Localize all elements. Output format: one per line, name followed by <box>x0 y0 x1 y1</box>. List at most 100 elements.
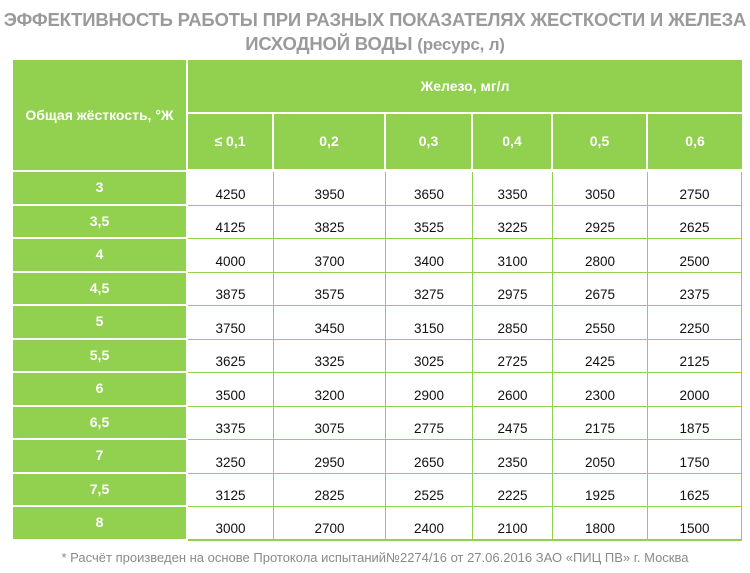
resource-value: 2425 <box>553 339 648 373</box>
resource-value: 2125 <box>648 339 743 373</box>
resource-value: 2675 <box>553 272 648 306</box>
table-row: 3,5 4125 3825 3525 3225 2925 2625 <box>13 205 743 239</box>
resource-value: 3150 <box>386 306 473 340</box>
resource-value: 2625 <box>648 205 743 239</box>
iron-column-header: 0,5 <box>553 113 648 172</box>
resource-value: 2350 <box>473 440 553 474</box>
hardness-value: 8 <box>13 507 188 541</box>
resource-value: 3075 <box>274 406 386 440</box>
resource-value: 3500 <box>188 373 274 407</box>
table-row: 5 3750 3450 3150 2850 2550 2250 <box>13 306 743 340</box>
table-row: 6 3500 3200 2900 2600 2300 2000 <box>13 373 743 407</box>
resource-value: 1925 <box>553 473 648 507</box>
resource-value: 1625 <box>648 473 743 507</box>
resource-value: 3325 <box>274 339 386 373</box>
resource-value: 2850 <box>473 306 553 340</box>
table-body: 3 4250 3950 3650 3350 3050 2750 3,5 4125 3825 3525… <box>13 172 743 541</box>
page-title: ЭФФЕКТИВНОСТЬ РАБОТЫ ПРИ РАЗНЫХ ПОКАЗАТЕ… <box>0 8 750 57</box>
resource-value: 1500 <box>648 507 743 541</box>
resource-value: 3025 <box>386 339 473 373</box>
hardness-value: 5 <box>13 306 188 340</box>
resource-value: 3100 <box>473 239 553 273</box>
hardness-value: 6 <box>13 373 188 407</box>
resource-value: 3050 <box>553 172 648 206</box>
table-row: 6,5 3375 3075 2775 2475 2175 1875 <box>13 406 743 440</box>
resource-value: 3525 <box>386 205 473 239</box>
resource-value: 3575 <box>274 272 386 306</box>
hardness-value: 3,5 <box>13 205 188 239</box>
resource-value: 1875 <box>648 406 743 440</box>
hardness-value: 4 <box>13 239 188 273</box>
hardness-value: 7 <box>13 440 188 474</box>
resource-value: 1750 <box>648 440 743 474</box>
resource-value: 2600 <box>473 373 553 407</box>
resource-value: 1800 <box>553 507 648 541</box>
footnote: * Расчёт произведен на основе Протокола … <box>61 550 689 565</box>
iron-column-header: 0,4 <box>473 113 553 172</box>
resource-table: Общая жёсткость, °Ж Железо, мг/л ≤ 0,1 0,… <box>13 60 743 541</box>
hardness-value: 7,5 <box>13 473 188 507</box>
iron-header: Железо, мг/л <box>188 60 743 114</box>
resource-value: 2725 <box>473 339 553 373</box>
table-row: 8 3000 2700 2400 2100 1800 1500 <box>13 507 743 541</box>
resource-value: 2400 <box>386 507 473 541</box>
table-row: 7 3250 2950 2650 2350 2050 1750 <box>13 440 743 474</box>
resource-value: 2700 <box>274 507 386 541</box>
resource-value: 2475 <box>473 406 553 440</box>
resource-value: 2975 <box>473 272 553 306</box>
resource-value: 2775 <box>386 406 473 440</box>
resource-value: 2900 <box>386 373 473 407</box>
resource-value: 2100 <box>473 507 553 541</box>
iron-columns-row: ≤ 0,1 0,2 0,3 0,4 0,5 0,6 <box>13 113 743 172</box>
resource-value: 2300 <box>553 373 648 407</box>
resource-value: 3875 <box>188 272 274 306</box>
table-row: 3 4250 3950 3650 3350 3050 2750 <box>13 172 743 206</box>
table-row: 4 4000 3700 3400 3100 2800 2500 <box>13 239 743 273</box>
resource-value: 2950 <box>274 440 386 474</box>
resource-value: 3350 <box>473 172 553 206</box>
resource-value: 3825 <box>274 205 386 239</box>
resource-value: 2375 <box>648 272 743 306</box>
hardness-value: 6,5 <box>13 406 188 440</box>
resource-value: 3000 <box>188 507 274 541</box>
resource-value: 3950 <box>274 172 386 206</box>
resource-value: 2650 <box>386 440 473 474</box>
resource-value: 2225 <box>473 473 553 507</box>
hardness-value: 3 <box>13 172 188 206</box>
resource-value: 2000 <box>648 373 743 407</box>
resource-value: 3200 <box>274 373 386 407</box>
resource-value: 4000 <box>188 239 274 273</box>
iron-column-header: 0,3 <box>386 113 473 172</box>
resource-value: 4250 <box>188 172 274 206</box>
resource-value: 4125 <box>188 205 274 239</box>
resource-value: 2050 <box>553 440 648 474</box>
hardness-header: Общая жёсткость, °Ж <box>13 60 188 172</box>
resource-value: 3450 <box>274 306 386 340</box>
resource-value: 3250 <box>188 440 274 474</box>
resource-value: 2800 <box>553 239 648 273</box>
iron-column-header: 0,6 <box>648 113 743 172</box>
resource-value: 2500 <box>648 239 743 273</box>
resource-value: 3125 <box>188 473 274 507</box>
resource-value: 3275 <box>386 272 473 306</box>
table-row: 7,5 3125 2825 2525 2225 1925 1625 <box>13 473 743 507</box>
resource-value: 3625 <box>188 339 274 373</box>
resource-value: 3750 <box>188 306 274 340</box>
resource-value: 2525 <box>386 473 473 507</box>
resource-value: 3225 <box>473 205 553 239</box>
resource-value: 2250 <box>648 306 743 340</box>
table-row: 5,5 3625 3325 3025 2725 2425 2125 <box>13 339 743 373</box>
title-line-1: ЭФФЕКТИВНОСТЬ РАБОТЫ ПРИ РАЗНЫХ ПОКАЗАТЕ… <box>3 9 747 30</box>
iron-column-header: 0,2 <box>274 113 386 172</box>
table-row: 4,5 3875 3575 3275 2975 2675 2375 <box>13 272 743 306</box>
resource-value: 2825 <box>274 473 386 507</box>
title-line-2-main: ИСХОДНОЙ ВОДЫ <box>245 33 413 54</box>
hardness-value: 5,5 <box>13 339 188 373</box>
iron-column-header: ≤ 0,1 <box>188 113 274 172</box>
resource-value: 3375 <box>188 406 274 440</box>
title-line-2-unit: (ресурс, л) <box>417 35 505 54</box>
title-line-2: ИСХОДНОЙ ВОДЫ (ресурс, л) <box>0 32 750 57</box>
resource-value: 3650 <box>386 172 473 206</box>
resource-value: 2925 <box>553 205 648 239</box>
resource-value: 2175 <box>553 406 648 440</box>
